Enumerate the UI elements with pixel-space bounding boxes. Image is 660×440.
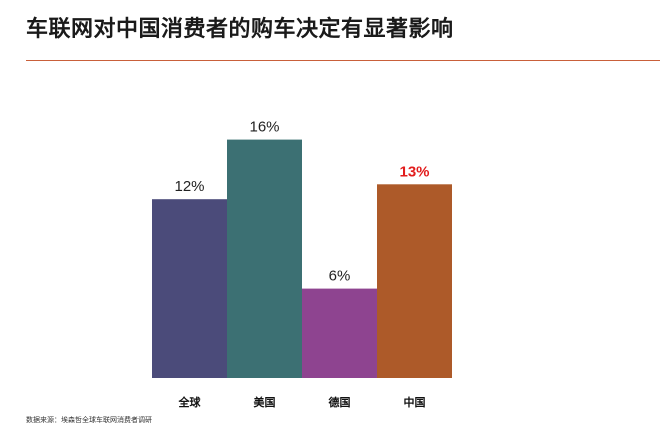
- bar-series: [152, 139, 452, 378]
- category-label-3: 德国: [328, 395, 351, 409]
- value-label-1: 12%: [174, 178, 204, 195]
- value-labels: 12% 16% 6% 13%: [174, 119, 429, 285]
- category-label-4: 中国: [404, 395, 426, 409]
- title-divider: [26, 60, 660, 61]
- bar-2: [227, 139, 302, 378]
- value-label-3: 6%: [329, 268, 351, 285]
- value-label-2: 16%: [249, 119, 279, 136]
- category-label-1: 全球: [178, 395, 202, 409]
- value-label-4: 13%: [399, 163, 429, 180]
- chart-title: 车联网对中国消费者的购车决定有显著影响: [26, 17, 454, 42]
- source-note: 数据来源：埃森哲全球车联网消费者调研: [26, 416, 152, 424]
- category-axis-labels: 全球 美国 德国 中国: [178, 395, 426, 409]
- bar-3: [302, 288, 377, 378]
- bar-4: [377, 184, 452, 378]
- category-label-2: 美国: [254, 395, 276, 409]
- bar-1: [152, 199, 227, 378]
